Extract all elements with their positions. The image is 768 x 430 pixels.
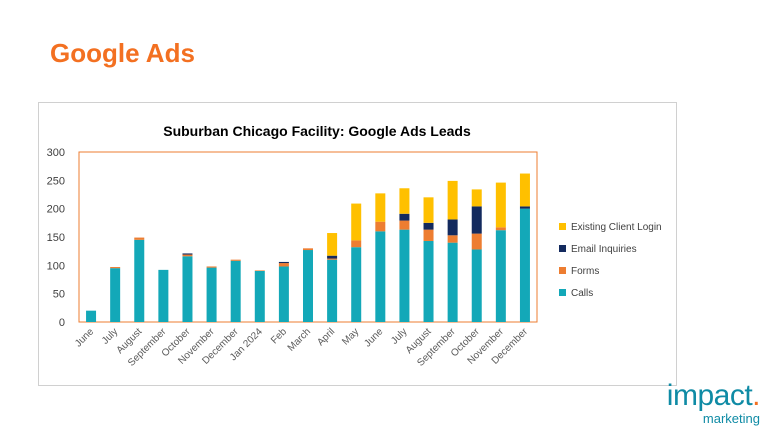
bar-segment	[351, 247, 362, 322]
bar-segment	[254, 271, 265, 322]
bar-segment	[303, 248, 313, 251]
y-tick-label: 50	[53, 289, 65, 301]
legend: Existing Client Login Email Inquiries Form…	[559, 222, 662, 299]
bar-segment	[423, 240, 434, 322]
brand-name: impact	[666, 379, 753, 412]
legend-swatch	[559, 245, 566, 252]
bar-segment	[158, 269, 169, 322]
bar-segment	[327, 258, 338, 260]
bar-segment	[134, 239, 145, 322]
bar-segment	[447, 235, 458, 243]
y-tick-label: 100	[47, 260, 65, 272]
x-tick-label: May	[340, 326, 361, 347]
bar-segment	[86, 310, 97, 322]
bar-segment	[519, 173, 530, 207]
bar-segment	[399, 220, 410, 230]
bar-segment	[351, 240, 362, 248]
x-axis: June JulyAugustSeptemberOctoberNovemberDe…	[73, 326, 530, 369]
y-tick-label: 200	[47, 204, 65, 216]
y-tick-label: 250	[47, 175, 65, 187]
bar-segment	[182, 256, 193, 322]
bar-segment	[278, 263, 289, 267]
bar-segment	[375, 221, 386, 232]
legend-swatch	[559, 267, 566, 274]
bar-segment	[375, 193, 386, 222]
slide-title: Google Ads	[50, 38, 195, 68]
legend-label: Email Inquiries	[571, 244, 637, 255]
bar-segment	[351, 203, 362, 241]
bar-segment	[230, 259, 241, 261]
bar-segment	[303, 250, 313, 322]
bars	[86, 173, 530, 322]
y-axis: 0 50 100 150 200 250 300	[47, 147, 65, 329]
x-tick-label: July	[100, 326, 120, 346]
bar-segment	[471, 249, 482, 322]
legend-label: Existing Client Login	[571, 222, 662, 233]
bar-segment	[471, 206, 482, 234]
bar-segment	[519, 206, 530, 209]
x-tick-label: March	[286, 326, 313, 353]
bar-segment	[423, 197, 434, 223]
bar-segment	[110, 267, 121, 269]
x-tick-label: Feb	[269, 326, 289, 346]
bar-segment	[447, 180, 458, 220]
bar-segment	[230, 260, 241, 322]
bar-segment	[423, 222, 434, 230]
bar-segment	[206, 266, 217, 268]
legend-swatch	[559, 223, 566, 230]
bar-segment	[471, 189, 482, 207]
bar-segment	[423, 229, 434, 241]
bar-segment	[327, 259, 338, 322]
bar-segment	[447, 219, 458, 236]
stacked-bar-chart: Suburban Chicago Facility: Google Ads Le…	[47, 123, 662, 369]
x-tick-label: June	[73, 326, 96, 349]
bar-segment	[399, 213, 410, 221]
y-tick-label: 0	[59, 317, 65, 329]
legend-swatch	[559, 289, 566, 296]
bar-segment	[327, 233, 338, 256]
y-tick-label: 150	[47, 232, 65, 244]
bar-segment	[495, 227, 506, 231]
bar-segment	[206, 267, 217, 322]
bar-segment	[375, 231, 386, 322]
brand-logo: impact. marketing	[666, 379, 761, 426]
bar-segment	[110, 268, 121, 322]
bar-segment	[182, 254, 193, 257]
bar-segment	[134, 237, 145, 240]
bar-segment	[471, 233, 482, 250]
chart-title: Suburban Chicago Facility: Google Ads Le…	[163, 123, 471, 139]
legend-label: Forms	[571, 266, 599, 277]
bar-segment	[278, 261, 289, 264]
legend-label: Calls	[571, 288, 593, 299]
chart-frame: Suburban Chicago Facility: Google Ads Le…	[38, 102, 677, 386]
bar-segment	[519, 208, 530, 322]
brand-dot: .	[752, 379, 760, 412]
bar-segment	[254, 270, 265, 271]
bar-segment	[447, 242, 458, 322]
bar-segment	[327, 255, 338, 259]
x-tick-label: July	[389, 326, 409, 346]
x-tick-label: June	[362, 326, 385, 349]
brand-tagline: marketing	[702, 411, 760, 426]
bar-segment	[182, 253, 193, 255]
bar-segment	[399, 229, 410, 322]
bar-segment	[399, 188, 410, 214]
x-tick-label: April	[315, 326, 337, 348]
bar-segment	[495, 230, 506, 322]
y-tick-label: 300	[47, 147, 65, 159]
bar-segment	[278, 266, 289, 322]
bar-segment	[495, 182, 506, 228]
